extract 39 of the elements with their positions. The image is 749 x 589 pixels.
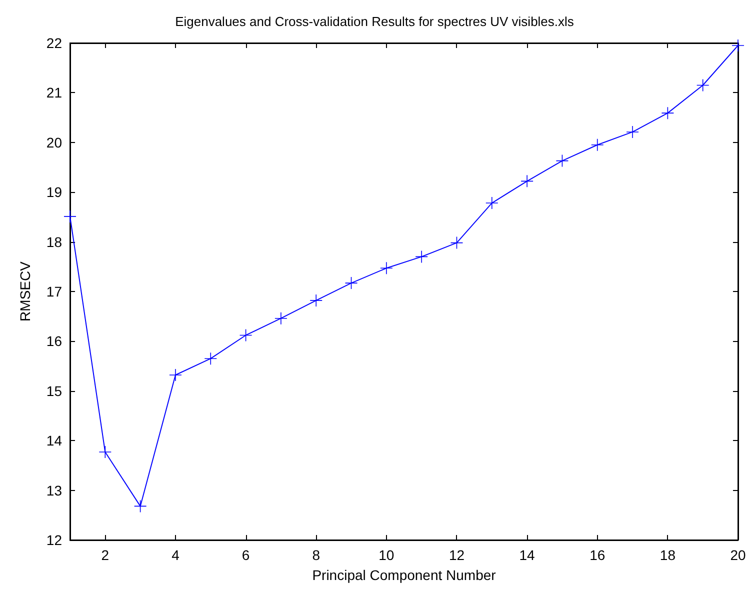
x-tick-label: 16 [590,547,606,563]
point [416,250,428,263]
x-tick-label: 4 [172,547,180,563]
y-tick-label: 15 [46,382,62,399]
point [99,446,112,458]
x-tick-label: 8 [312,547,320,563]
point [662,107,674,120]
y-tick-label: 13 [46,482,62,498]
chart-title: Eigenvalues and Cross-validation Results for spectres UV visibles.xls [175,14,574,29]
y-tick-label: 16 [46,333,62,350]
point [169,368,182,381]
x-axis-title: Principal Component Number [312,567,496,583]
x-tick-label: 12 [448,547,465,563]
point [626,126,639,138]
point [732,39,744,52]
x-tick-label: 6 [242,547,250,563]
point [345,277,358,290]
point [380,262,392,274]
x-tick-label: 18 [660,547,676,563]
y-tick-label: 14 [46,432,62,449]
x-tick-label: 20 [730,547,746,563]
point [521,175,534,188]
point [274,312,287,324]
y-tick-label: 20 [46,134,62,150]
point [64,210,76,222]
y-tick-label: 12 [46,532,62,548]
y-tick-label: 18 [46,234,62,250]
x-tick-label: 10 [378,547,394,563]
y-axis-title: RMSECV [17,260,33,322]
point [591,138,604,151]
y-tick-label: 17 [46,284,62,300]
point [204,352,217,365]
x-tick-label: 2 [101,547,110,563]
y-tick-label: 19 [46,184,62,200]
point [486,197,498,210]
point [310,294,322,306]
y-tick-label: 22 [46,35,62,51]
x-tick-label: 14 [519,547,536,563]
y-tick-label: 21 [46,84,62,101]
